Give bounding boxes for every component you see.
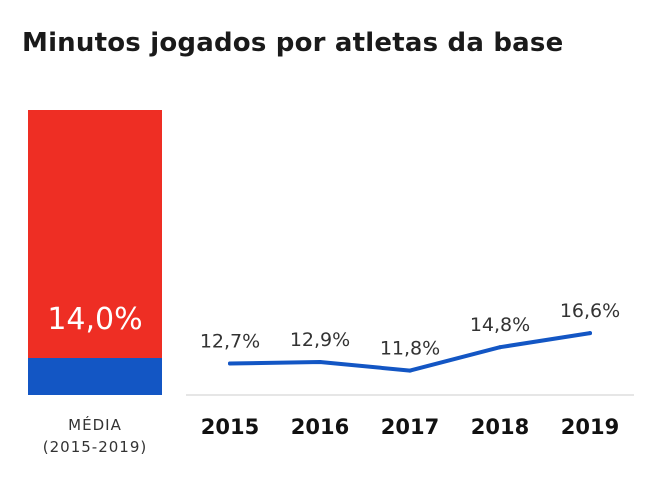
data-label-2017: 11,8% — [380, 338, 440, 360]
data-label-2015: 12,7% — [200, 331, 260, 353]
average-category-label-line1: MÉDIA — [68, 416, 122, 434]
data-point-2019 — [588, 331, 592, 336]
x-tick-label-2015: 2015 — [201, 415, 259, 439]
chart-title: Minutos jogados por atletas da base — [22, 28, 564, 58]
average-bar-blue-segment — [28, 358, 162, 395]
data-point-2017 — [408, 368, 412, 373]
data-label-2018: 14,8% — [470, 314, 530, 336]
x-tick-label-2018: 2018 — [471, 415, 529, 439]
average-value-label: 14,0% — [47, 302, 143, 337]
x-tick-label-2019: 2019 — [561, 415, 619, 439]
average-category-label-line2: (2015-2019) — [42, 438, 148, 456]
average-bar: 14,0% — [28, 110, 162, 395]
data-point-2018 — [498, 345, 502, 350]
data-label-2016: 12,9% — [290, 329, 350, 351]
average-category-label: MÉDIA (2015-2019) — [20, 414, 170, 458]
data-point-2016 — [318, 360, 322, 364]
x-tick-label-2017: 2017 — [381, 415, 439, 439]
x-tick-label-2016: 2016 — [291, 415, 349, 439]
data-label-2019: 16,6% — [560, 300, 620, 322]
data-point-2015 — [228, 361, 232, 366]
average-bar-red-segment — [28, 110, 162, 358]
